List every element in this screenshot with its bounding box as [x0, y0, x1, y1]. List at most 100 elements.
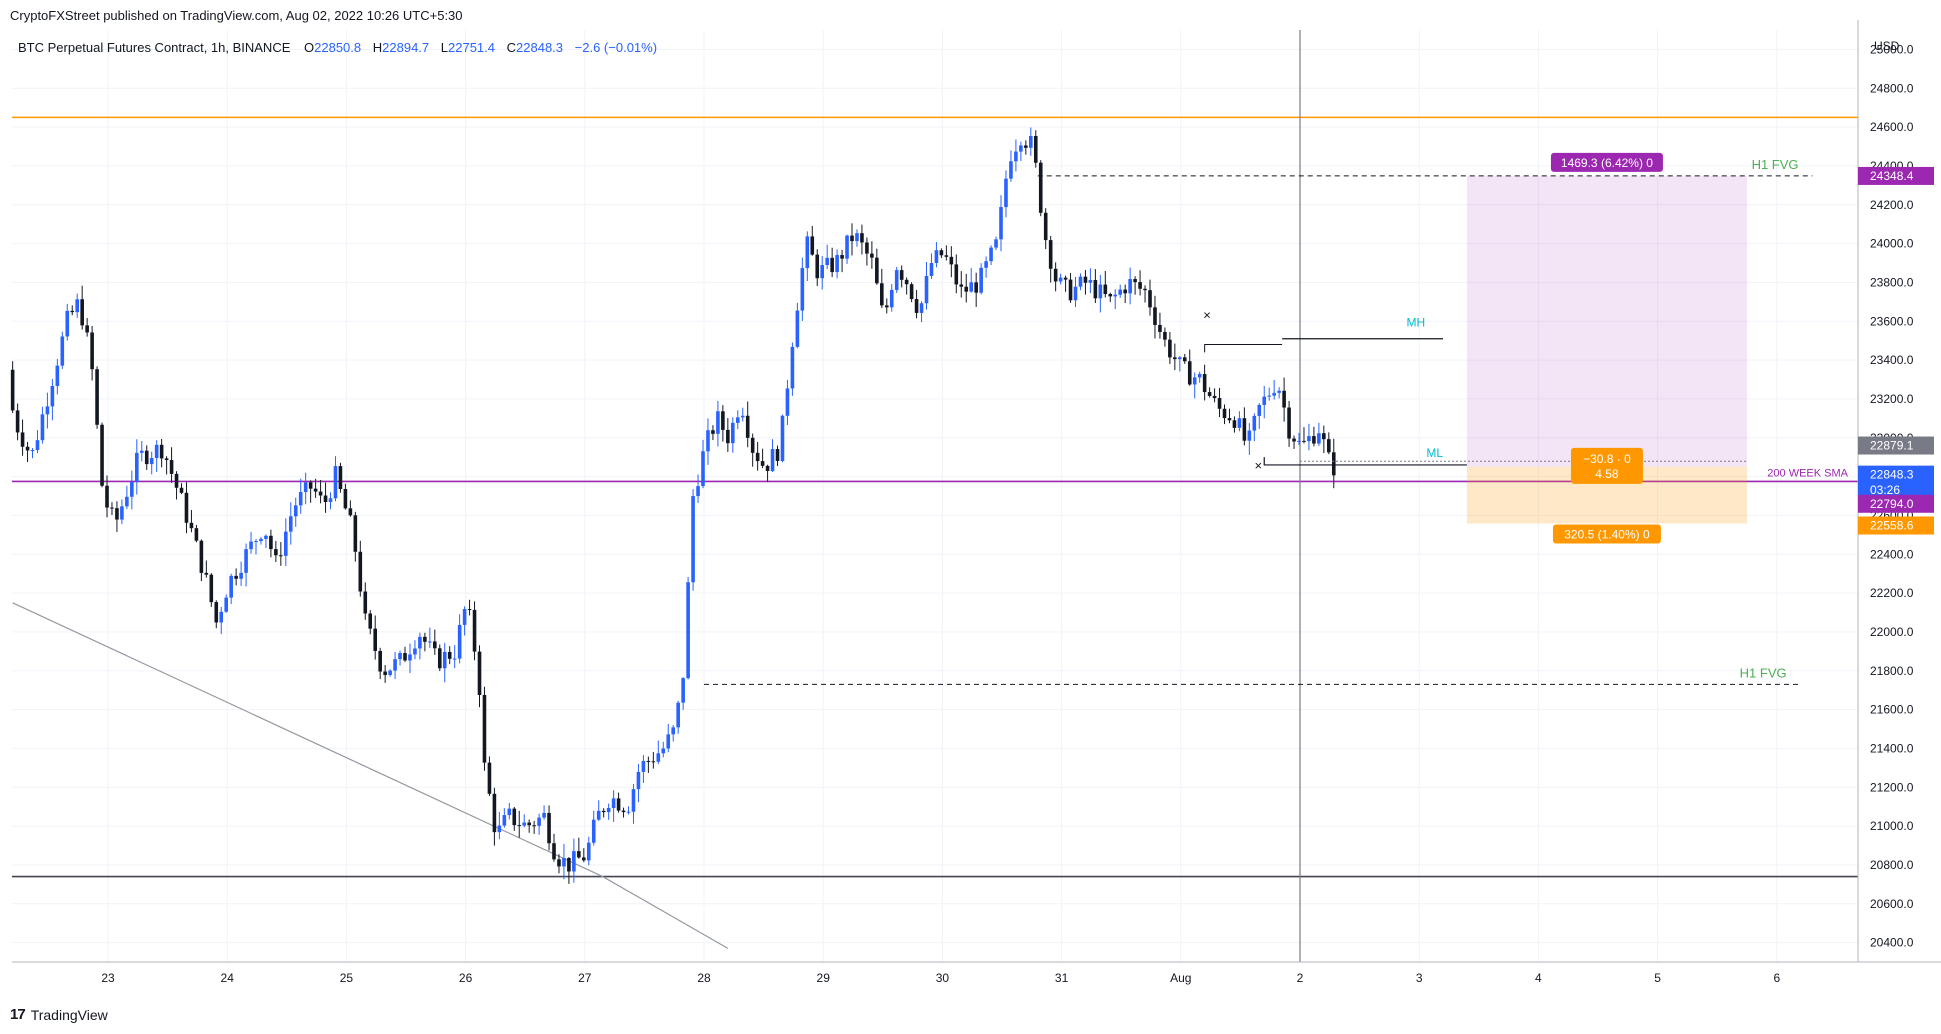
y-tick-label: 24600.0: [1870, 120, 1914, 134]
candle-body: [1168, 339, 1172, 358]
candle-body: [1292, 438, 1296, 442]
candle-body: [894, 270, 899, 290]
candle-body: [616, 798, 621, 811]
candle-body: [60, 336, 65, 366]
candle-body: [204, 572, 209, 575]
candle-body: [482, 694, 487, 763]
structure-box: [1204, 344, 1283, 353]
x-tick-label: 27: [578, 971, 592, 985]
horizontal-levels: [12, 30, 1858, 962]
candle-body: [457, 624, 462, 659]
candle-body: [398, 653, 402, 660]
candle-body: [169, 460, 174, 474]
candle-body: [716, 411, 720, 434]
x-tick-label: 23: [101, 971, 115, 985]
legend-l-label: L: [441, 40, 448, 55]
legend-low: 22751.4: [448, 40, 495, 55]
x-tick-label: 30: [936, 971, 950, 985]
candle-body: [159, 444, 164, 459]
candle-body: [989, 247, 993, 262]
candle-body: [949, 256, 954, 265]
candle-body: [517, 825, 522, 827]
target-label-text: 1469.3 (6.42%) 0: [1561, 156, 1653, 170]
candle-body: [701, 451, 705, 487]
candle-body: [542, 812, 546, 818]
candle-body: [323, 495, 328, 503]
candle-body: [606, 808, 611, 813]
candle-body: [929, 262, 934, 276]
price-tag: 03:26: [1858, 481, 1934, 500]
candle-body: [1222, 408, 1227, 419]
candle-body: [105, 485, 109, 508]
candle-body: [428, 641, 432, 643]
candle-body: [631, 789, 636, 812]
x-tick-label: 29: [817, 971, 831, 985]
price-tag-bg: [1858, 494, 1934, 513]
candle-body: [1048, 240, 1053, 269]
target-label: 1469.3 (6.42%) 0: [1550, 152, 1663, 172]
x-tick-label: 3: [1416, 971, 1423, 985]
candle-body: [1029, 135, 1033, 148]
candle-body: [582, 857, 586, 861]
entry-label-line1: −30.8 · 0: [1583, 452, 1631, 466]
candle-body: [25, 446, 30, 451]
candle-body: [765, 465, 770, 471]
candle-body: [860, 233, 864, 243]
candle-body: [671, 727, 676, 735]
candle-body: [1267, 395, 1272, 397]
candle-body: [229, 575, 233, 598]
candle-body: [1212, 395, 1217, 399]
y-tick-label: 20400.0: [1870, 936, 1914, 950]
candle-body: [418, 636, 422, 649]
candle-body: [1182, 357, 1187, 362]
candle-body: [423, 636, 427, 642]
candle-body: [696, 486, 700, 497]
candle-body: [547, 812, 551, 844]
candle-body: [1207, 392, 1212, 396]
candle-body: [969, 282, 974, 292]
candle-body: [1297, 440, 1301, 442]
price-tag-bg: [1858, 166, 1934, 185]
candle-body: [1247, 430, 1252, 441]
candle-body: [1133, 279, 1137, 283]
candle-body: [825, 257, 829, 266]
price-candles: [10, 127, 1336, 884]
symbol-legend: BTC Perpetual Futures Contract, 1h, BINA…: [18, 40, 657, 55]
candle-body: [264, 535, 268, 539]
chart-grid: [12, 30, 1858, 962]
candle-body: [328, 498, 333, 503]
entry-label-line2: 4.58: [1595, 467, 1619, 481]
candle-body: [313, 488, 318, 492]
candle-body: [502, 815, 507, 826]
candle-body: [1287, 407, 1291, 439]
candle-body: [1108, 294, 1113, 297]
candle-body: [706, 430, 710, 452]
candle-body: [298, 492, 303, 506]
candle-body: [1232, 420, 1237, 428]
y-tick-label: 22000.0: [1870, 625, 1914, 639]
candle-body: [750, 437, 755, 453]
candle-body: [760, 461, 765, 466]
candle-body: [15, 410, 20, 433]
candle-body: [1187, 361, 1192, 385]
candle-body: [279, 555, 283, 557]
candle-body: [904, 279, 909, 285]
candle-body: [914, 299, 919, 313]
candle-body: [562, 858, 566, 867]
candle-body: [1331, 452, 1336, 476]
candle-body: [1038, 162, 1043, 213]
price-tag-bg: [1858, 465, 1934, 484]
candle-body: [1257, 404, 1262, 416]
x-tick-label: 26: [459, 971, 473, 985]
candle-body: [790, 346, 795, 389]
tradingview-logo[interactable]: 17 TradingView: [10, 1006, 108, 1023]
candle-body: [855, 233, 859, 242]
candle-body: [676, 702, 680, 728]
candle-body: [50, 385, 55, 407]
candle-body: [1178, 357, 1182, 360]
candle-body: [1153, 307, 1157, 325]
candle-body: [1302, 440, 1306, 442]
candle-body: [666, 734, 671, 749]
candle-body: [259, 538, 263, 542]
